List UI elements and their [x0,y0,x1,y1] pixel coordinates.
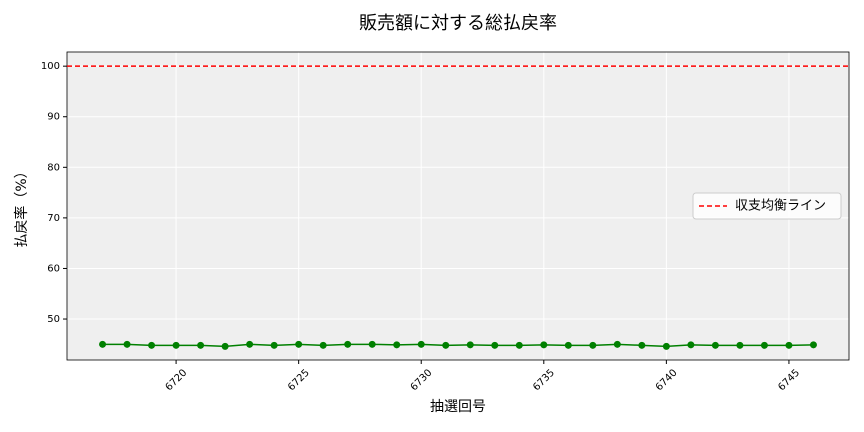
data-line [102,343,814,348]
data-point [466,341,474,349]
data-point [662,342,670,350]
data-point [417,340,425,348]
chart-title: 販売額に対する総払戻率 [359,13,557,34]
x-tick-label: 6740 [654,367,680,393]
data-point [687,341,695,349]
data-point [613,340,621,348]
data-point [785,341,793,349]
y-tick-label: 60 [47,263,60,274]
data-point [99,340,107,348]
legend-box [692,192,842,220]
data-point [172,341,180,349]
y-tick-label: 90 [47,112,60,123]
data-point [540,341,548,349]
data-point [589,341,597,349]
data-point [393,341,401,349]
data-point [270,341,278,349]
y-tick-label: 100 [41,61,60,72]
data-point [197,341,205,349]
data-point [123,340,131,348]
plot-frame [66,51,850,361]
data-point [711,341,719,349]
x-tick-label: 6730 [409,367,435,393]
data-point [221,342,229,350]
y-axis-label: 払戻率（%） [13,164,30,247]
data-point [148,341,156,349]
data-point [442,341,450,349]
x-axis-label: 抽選回号 [430,399,486,415]
y-tick-label: 50 [47,314,60,325]
data-point [344,340,352,348]
data-point [736,341,744,349]
data-point [491,341,499,349]
y-tick-label: 70 [47,213,60,224]
data-point [515,341,523,349]
x-tick-label: 6725 [286,367,312,393]
x-tick-label: 6720 [164,367,190,393]
x-tick-label: 6735 [531,367,557,393]
y-tick-label: 80 [47,162,60,173]
data-point [319,341,327,349]
data-point [564,341,572,349]
data-point [246,340,254,348]
x-tick-label: 6745 [776,367,802,393]
legend-label: 収支均衡ライン [735,199,826,214]
data-point [295,340,303,348]
data-point [809,341,817,349]
data-point [760,341,768,349]
data-point [368,340,376,348]
data-point [638,341,646,349]
